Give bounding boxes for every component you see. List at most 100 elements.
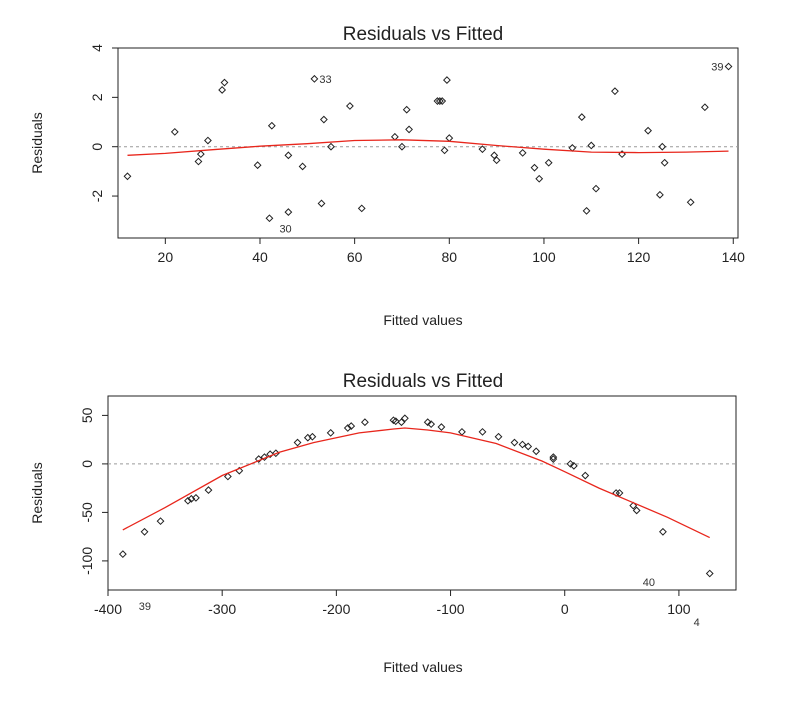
data-point bbox=[518, 440, 527, 449]
x-tick-label: 20 bbox=[158, 249, 174, 265]
x-tick-label: 100 bbox=[667, 601, 691, 617]
data-point bbox=[308, 432, 317, 441]
data-point bbox=[156, 517, 165, 526]
data-point bbox=[400, 414, 409, 423]
data-point bbox=[437, 423, 446, 431]
data-point bbox=[700, 103, 709, 112]
data-point bbox=[391, 417, 400, 426]
data-point bbox=[397, 418, 406, 427]
data-point bbox=[458, 427, 466, 436]
data-point bbox=[326, 428, 335, 437]
data-point bbox=[549, 455, 558, 463]
data-point bbox=[357, 204, 366, 213]
data-point bbox=[327, 142, 335, 151]
data-point bbox=[544, 158, 553, 167]
data-point bbox=[284, 208, 293, 216]
data-point bbox=[253, 161, 262, 170]
data-point bbox=[478, 427, 487, 436]
y-tick-label: 4 bbox=[89, 44, 105, 52]
point-id-label: 40 bbox=[643, 577, 655, 589]
data-point bbox=[310, 74, 319, 83]
data-point bbox=[549, 453, 558, 462]
x-axis-label-bottom: Fitted values bbox=[383, 659, 462, 675]
plot-frame-bottom bbox=[107, 395, 737, 591]
data-point bbox=[632, 506, 641, 515]
data-point bbox=[427, 420, 436, 429]
data-point bbox=[440, 146, 449, 155]
data-point bbox=[443, 76, 451, 84]
data-point bbox=[569, 461, 578, 470]
data-point bbox=[587, 141, 596, 150]
data-point bbox=[398, 142, 406, 151]
residuals-vs-fitted-panel-top: Residuals vs Fitted Residuals Fitted val… bbox=[29, 24, 745, 328]
data-point bbox=[435, 97, 444, 105]
plot-frame-top bbox=[117, 47, 739, 239]
chart-title-bottom: Residuals vs Fitted bbox=[343, 371, 504, 392]
data-point bbox=[260, 453, 269, 462]
y-tick-label: -2 bbox=[89, 190, 105, 203]
data-point bbox=[118, 550, 127, 559]
data-point bbox=[660, 158, 669, 167]
data-point bbox=[524, 442, 533, 451]
smoother-line bbox=[127, 139, 729, 156]
data-point bbox=[582, 206, 591, 215]
data-point bbox=[532, 447, 541, 456]
data-point bbox=[204, 136, 212, 145]
data-point bbox=[656, 190, 664, 199]
x-tick-label: 100 bbox=[532, 249, 556, 265]
data-point bbox=[686, 198, 695, 207]
point-id-label: 39 bbox=[139, 601, 151, 613]
x-axis-label-top: Fitted values bbox=[383, 312, 462, 328]
data-point bbox=[433, 97, 442, 105]
data-point bbox=[566, 459, 575, 468]
data-point bbox=[510, 438, 519, 447]
data-point bbox=[389, 416, 398, 425]
data-point bbox=[390, 132, 399, 141]
data-point bbox=[490, 151, 499, 160]
point-id-label: 30 bbox=[279, 223, 291, 235]
data-point bbox=[220, 78, 229, 87]
data-point bbox=[298, 162, 307, 171]
data-point bbox=[577, 113, 586, 121]
x-tick-label: 80 bbox=[442, 249, 458, 265]
data-point bbox=[194, 157, 203, 166]
data-point bbox=[196, 150, 205, 159]
y-tick-label: -100 bbox=[79, 547, 95, 575]
data-point bbox=[284, 151, 293, 160]
data-point bbox=[184, 496, 192, 505]
y-tick-label: 50 bbox=[79, 407, 95, 423]
y-tick-label: -50 bbox=[79, 502, 95, 522]
data-point bbox=[724, 62, 733, 71]
data-point bbox=[535, 174, 544, 183]
data-point bbox=[204, 486, 213, 494]
data-point bbox=[293, 438, 302, 447]
y-tick-label: 0 bbox=[79, 460, 95, 468]
data-point bbox=[705, 569, 714, 578]
smoother-line bbox=[122, 427, 710, 539]
data-point bbox=[346, 102, 354, 110]
x-tick-label: 140 bbox=[722, 249, 746, 265]
data-point bbox=[658, 142, 667, 151]
data-point bbox=[254, 455, 263, 463]
data-point bbox=[445, 134, 454, 142]
data-point bbox=[192, 493, 200, 502]
data-point bbox=[592, 184, 600, 193]
data-point bbox=[317, 199, 326, 208]
x-tick-label: 60 bbox=[347, 249, 363, 265]
data-point bbox=[492, 156, 501, 165]
y-tick-label: 0 bbox=[89, 143, 105, 151]
data-point bbox=[319, 115, 328, 124]
point-id-label: 4 bbox=[694, 617, 700, 629]
data-point bbox=[223, 472, 232, 481]
data-point bbox=[494, 432, 503, 441]
data-point bbox=[478, 145, 487, 154]
data-point bbox=[267, 121, 276, 130]
data-point bbox=[438, 97, 447, 105]
x-tick-label: -400 bbox=[94, 601, 122, 617]
data-point bbox=[265, 214, 274, 223]
data-point bbox=[140, 527, 149, 536]
chart-title-top: Residuals vs Fitted bbox=[343, 24, 504, 45]
data-point bbox=[347, 422, 356, 430]
data-point bbox=[581, 471, 590, 480]
data-point bbox=[343, 424, 352, 432]
